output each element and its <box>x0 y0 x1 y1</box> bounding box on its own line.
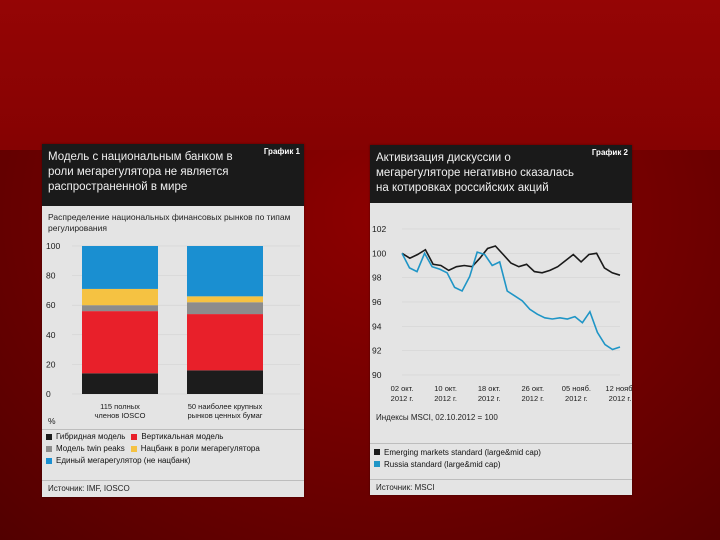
bar-segment-2-1 <box>187 370 263 394</box>
legend-label: Вертикальная модель <box>141 432 224 441</box>
x-tick-label: 12 нояб. 2012 г. <box>605 384 632 403</box>
chart-2-tag: График 2 <box>591 148 628 157</box>
source-2-divider <box>370 479 632 480</box>
y-tick-label: 102 <box>372 224 386 234</box>
legend-swatch <box>131 434 138 440</box>
legend-item-4: Нацбанк в роли мегарегулятора <box>130 443 260 455</box>
legend-item-5: Единый мегарегулятор (не нацбанк) <box>46 455 190 467</box>
chart-1-source: Источник: IMF, IOSCO <box>48 484 130 493</box>
legend-item-1: Гибридная модель <box>46 431 125 443</box>
legend-label: Russia standard (large&mid cap) <box>384 460 501 469</box>
y-tick-label: 100 <box>46 241 60 251</box>
chart-2-legend: Emerging markets standard (large&mid cap… <box>374 447 626 471</box>
y-tick-label: 94 <box>372 321 382 331</box>
chart-1-header: Модель с национальным банком в роли мега… <box>42 144 304 206</box>
chart-1-tag: График 1 <box>263 147 300 156</box>
y-axis-unit: % <box>48 416 56 426</box>
chart-2-note: Индексы MSCI, 02.10.2012 = 100 <box>376 413 498 422</box>
y-tick-label: 60 <box>46 300 56 310</box>
y-tick-label: 0 <box>46 389 51 399</box>
chart-panel-1: Модель с национальным банком в роли мега… <box>42 144 304 497</box>
legend-item-3: Модель twin peaks <box>46 443 125 455</box>
chart-panel-2: Активизация дискуссии о мегарегуляторе н… <box>370 145 632 495</box>
legend-swatch <box>374 449 380 455</box>
chart-1-subtitle: Распределение национальных финансовых ры… <box>48 212 291 233</box>
y-tick-label: 40 <box>46 330 56 340</box>
bar-segment-1-3 <box>82 305 158 312</box>
legend-item-2: Russia standard (large&mid cap) <box>374 459 620 471</box>
source-1-divider <box>42 480 304 481</box>
legend-label: Единый мегарегулятор (не нацбанк) <box>56 456 191 465</box>
bar-segment-1-2 <box>82 311 158 374</box>
legend-swatch <box>374 461 380 467</box>
x-tick-label: 10 окт. 2012 г. <box>434 384 457 403</box>
legend-swatch <box>46 434 52 440</box>
bar-segment-2-4 <box>187 296 263 303</box>
series-line-1 <box>401 245 621 276</box>
y-tick-label: 80 <box>46 271 56 281</box>
chart-1-legend: Гибридная модель Вертикальная модель Модел… <box>46 431 298 467</box>
y-tick-label: 20 <box>46 359 56 369</box>
bar-segment-2-3 <box>187 302 263 315</box>
x-tick-label: 18 окт. 2012 г. <box>478 384 501 403</box>
bar-segment-1-1 <box>82 373 158 394</box>
legend-swatch <box>46 458 52 464</box>
legend-swatch <box>46 446 52 452</box>
legend-2-divider <box>370 443 632 444</box>
x-tick-label: 26 окт. 2012 г. <box>521 384 544 403</box>
bar-segment-1-5 <box>82 246 158 289</box>
legend-swatch <box>130 446 137 452</box>
series-line-2 <box>401 251 621 351</box>
legend-item-1: Emerging markets standard (large&mid cap… <box>374 447 620 459</box>
x-tick-label: 02 окт. 2012 г. <box>391 384 414 403</box>
legend-item-2: Вертикальная модель <box>131 431 223 443</box>
legend-label: Нацбанк в роли мегарегулятора <box>140 444 260 453</box>
chart-2-title: Активизация дискуссии о мегарегуляторе н… <box>376 152 574 194</box>
y-tick-label: 100 <box>372 248 386 258</box>
y-tick-label: 98 <box>372 273 382 283</box>
chart-1-title: Модель с национальным банком в роли мега… <box>48 151 233 193</box>
bar-segment-2-2 <box>187 314 263 371</box>
legend-1-divider <box>42 429 304 430</box>
bar-segment-1-4 <box>82 288 158 306</box>
legend-label: Гибридная модель <box>56 432 126 441</box>
line-chart: 90 92 94 96 98 100 102 02 окт. 2012 г. 10 окт. 201… <box>372 224 632 403</box>
y-tick-label: 92 <box>372 346 382 356</box>
legend-label: Модель twin peaks <box>56 444 125 453</box>
slide-top-band <box>0 0 720 150</box>
y-tick-label: 96 <box>372 297 382 307</box>
legend-label: Emerging markets standard (large&mid cap… <box>384 448 541 457</box>
stacked-bar-chart: 0 20 40 60 80 100% 115 полных членов IOSCO 50 на… <box>46 241 300 426</box>
chart-2-header: Активизация дискуссии о мегарегуляторе н… <box>370 145 632 203</box>
category-label: 50 наиболее крупных рынков ценных бумаг <box>187 402 262 420</box>
category-label: 115 полных членов IOSCO <box>94 402 145 420</box>
bar-segment-2-5 <box>187 246 263 297</box>
x-tick-label: 05 нояб. 2012 г. <box>562 384 591 403</box>
y-tick-label: 90 <box>372 370 382 380</box>
chart-2-source: Источник: MSCI <box>376 483 435 492</box>
